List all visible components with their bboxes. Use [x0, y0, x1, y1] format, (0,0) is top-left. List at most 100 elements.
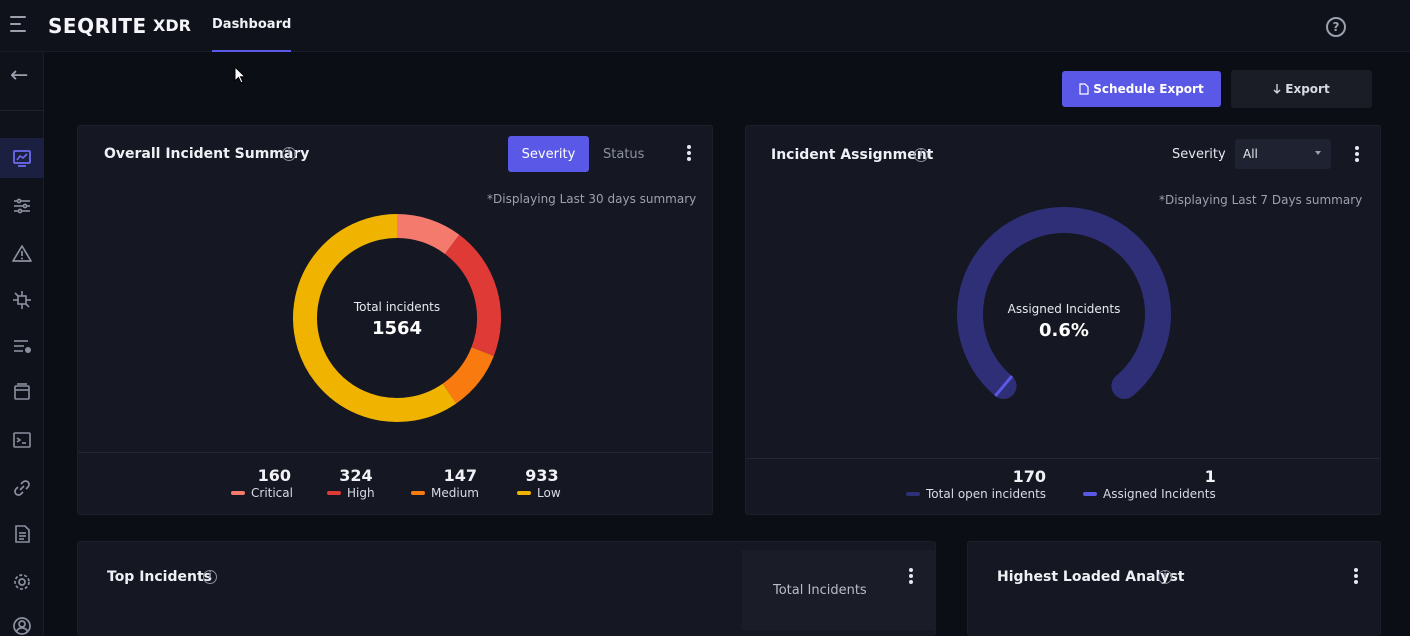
- sidebar-item-dashboard[interactable]: [0, 138, 44, 178]
- filters-icon: [14, 198, 30, 214]
- legend-low: 933 Low: [517, 467, 561, 500]
- menu-toggle-icon[interactable]: [10, 16, 32, 36]
- legend-critical-label: Critical: [251, 486, 293, 500]
- assigned-incidents-percent: 0.6%: [1039, 320, 1089, 341]
- total-incidents-value: 1564: [371, 318, 423, 339]
- legend-high: 324 High: [327, 467, 375, 500]
- severity-select-value: All: [1243, 147, 1258, 161]
- user-icon: [13, 617, 31, 635]
- gauge-track-total: [957, 207, 1171, 400]
- incident-assignment-title: Incident Assignment: [771, 147, 934, 163]
- legend-high-label: High: [347, 486, 375, 500]
- settings-icon: [14, 574, 30, 590]
- legend-assigned: 1 Assigned Incidents: [1083, 468, 1216, 501]
- schedule-export-button[interactable]: Schedule Export: [1062, 71, 1221, 107]
- legend-high-swatch: [327, 491, 341, 495]
- more-options-icon[interactable]: [908, 568, 914, 584]
- legend-critical-swatch: [231, 491, 245, 495]
- network-icon: [13, 291, 31, 309]
- export-button[interactable]: Export: [1231, 70, 1372, 108]
- assignment-period-note: *Displaying Last 7 Days summary: [1159, 193, 1363, 207]
- top-incidents-title: Top Incidents: [107, 569, 212, 585]
- more-options-icon[interactable]: [686, 145, 692, 161]
- sidebar-item-users[interactable]: [0, 606, 44, 636]
- total-open-label: Total open incidents: [926, 487, 1047, 501]
- dashboard-icon: [13, 150, 31, 167]
- assigned-label: Assigned Incidents: [1103, 487, 1216, 501]
- donut-center: Total incidents 1564: [337, 300, 457, 339]
- donut-slice-critical[interactable]: [396, 214, 460, 255]
- divider: [746, 458, 1380, 459]
- more-options-icon[interactable]: [1354, 146, 1360, 162]
- donut-slice-medium[interactable]: [442, 346, 494, 404]
- tab-severity[interactable]: Severity: [508, 136, 589, 172]
- severity-select[interactable]: All: [1235, 139, 1331, 169]
- archive-icon: [14, 383, 30, 400]
- tab-dashboard[interactable]: Dashboard: [212, 0, 292, 52]
- download-arrow-icon: [1273, 84, 1281, 94]
- incident-assignment-card: Incident Assignment i Severity All *Disp…: [745, 125, 1381, 515]
- alert-icon: [12, 245, 32, 262]
- legend-low-swatch: [517, 491, 531, 495]
- legend-critical-value: 160: [257, 466, 291, 485]
- legend-high-value: 324: [339, 466, 373, 485]
- sidebar-divider: [0, 110, 44, 111]
- schedule-export-label: Schedule Export: [1093, 82, 1204, 96]
- donut-slice-high[interactable]: [444, 234, 501, 356]
- assigned-incidents-label: Assigned Incidents: [1007, 302, 1121, 316]
- legend-medium-label: Medium: [431, 486, 479, 500]
- info-icon[interactable]: i: [914, 148, 928, 162]
- tab-status[interactable]: Status: [603, 146, 645, 162]
- legend-total-swatch: [906, 492, 920, 496]
- legend-total-open: 170 Total open incidents: [906, 468, 1046, 501]
- severity-donut-chart: [293, 214, 501, 422]
- sidebar-item-settings[interactable]: [0, 562, 44, 602]
- highest-loaded-analyst-card: Highest Loaded Analyst i: [967, 541, 1381, 636]
- seqrite-logo: SEQRITE: [48, 14, 147, 38]
- overall-incident-summary-card: Overall Incident Summary i Severity Stat…: [77, 125, 713, 515]
- summary-period-note: *Displaying Last 30 days summary: [487, 192, 697, 206]
- document-icon: [15, 525, 30, 543]
- export-label: Export: [1285, 82, 1330, 96]
- highest-loaded-analyst-title: Highest Loaded Analyst: [997, 569, 1185, 585]
- info-icon[interactable]: i: [203, 570, 217, 584]
- sidebar-item-links[interactable]: [0, 468, 44, 508]
- assignment-gauge-chart: [957, 207, 1171, 400]
- legend-medium-swatch: [411, 491, 425, 495]
- total-open-value: 170: [1012, 467, 1047, 486]
- sidebar-item-list[interactable]: [0, 326, 44, 366]
- legend-medium-value: 147: [443, 466, 477, 485]
- severity-filter-label: Severity: [1172, 147, 1226, 162]
- mouse-cursor-icon: [234, 66, 247, 84]
- divider: [78, 452, 712, 453]
- help-icon[interactable]: ?: [1326, 17, 1346, 37]
- legend-assigned-swatch: [1083, 492, 1097, 496]
- legend-medium: 147 Medium: [411, 467, 479, 500]
- sidebar-item-terminal[interactable]: [0, 420, 44, 460]
- link-icon: [14, 480, 30, 496]
- total-incidents-label: Total incidents: [353, 300, 441, 314]
- info-icon[interactable]: i: [282, 147, 296, 161]
- legend-low-value: 933: [525, 466, 559, 485]
- more-options-icon[interactable]: [1353, 568, 1359, 584]
- sidebar-item-alerts[interactable]: [0, 234, 44, 274]
- sidebar-item-archive[interactable]: [0, 372, 44, 412]
- sidebar-item-network[interactable]: [0, 280, 44, 320]
- total-incidents-tab[interactable]: Total Incidents: [742, 550, 936, 630]
- sidebar-item-reports[interactable]: [0, 514, 44, 554]
- sidebar-item-filters[interactable]: [0, 186, 44, 226]
- donut-slice-low[interactable]: [293, 214, 457, 422]
- chevron-down-icon: [1315, 151, 1321, 155]
- file-icon: [1079, 83, 1089, 95]
- terminal-icon: [13, 432, 31, 448]
- legend-low-label: Low: [537, 486, 561, 500]
- product-name: XDR: [153, 16, 191, 35]
- top-incidents-card: Top Incidents i Total Incidents: [77, 541, 936, 636]
- gauge-center: Assigned Incidents 0.6%: [989, 302, 1139, 341]
- sidebar: ←: [0, 52, 44, 636]
- gauge-value-assigned: [994, 375, 1014, 397]
- overall-incident-summary-title: Overall Incident Summary: [104, 146, 310, 162]
- back-arrow-icon[interactable]: ←: [10, 63, 29, 88]
- info-icon[interactable]: i: [1158, 570, 1172, 584]
- assigned-value: 1: [1204, 467, 1216, 486]
